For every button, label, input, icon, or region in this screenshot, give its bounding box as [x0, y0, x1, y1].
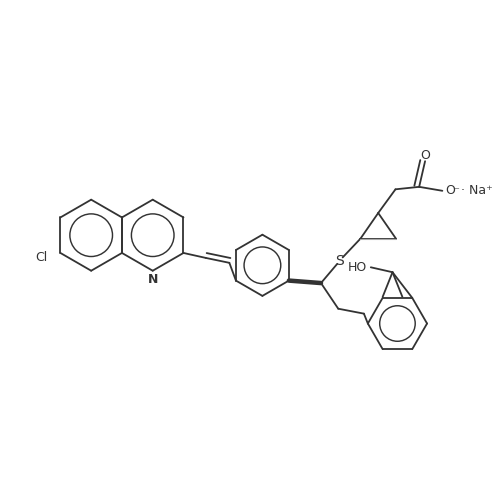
- Text: · Na⁺: · Na⁺: [460, 184, 492, 198]
- Text: ⁻: ⁻: [454, 186, 460, 196]
- Text: Cl: Cl: [36, 251, 48, 264]
- Text: HO: HO: [348, 261, 367, 274]
- Text: O: O: [420, 149, 430, 162]
- Text: N: N: [148, 273, 158, 286]
- Text: O: O: [445, 184, 454, 198]
- Text: S: S: [336, 254, 344, 268]
